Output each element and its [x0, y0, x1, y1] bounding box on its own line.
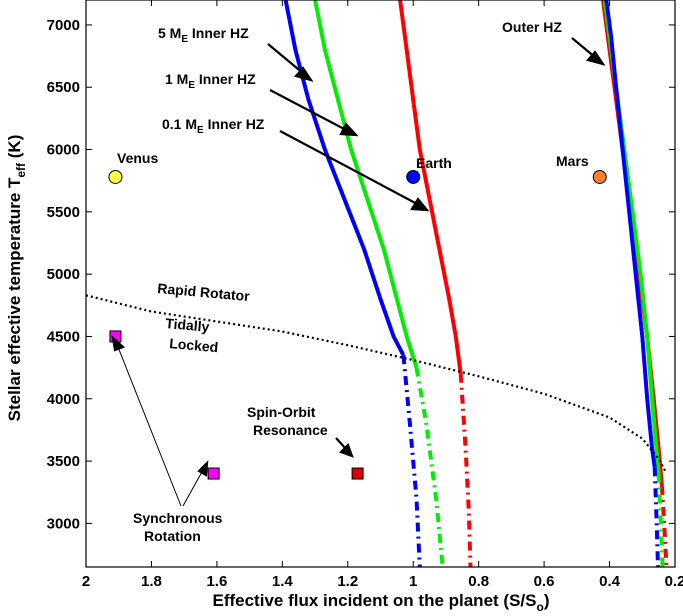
planet-venus — [108, 169, 123, 184]
y-tick-label-0: 3000 — [47, 515, 80, 532]
x-tick-label-0: 2 — [82, 573, 90, 590]
arrow-outer-hz-head — [586, 50, 606, 66]
label-outer-hz: Outer HZ — [502, 19, 562, 35]
arrow-sync-1 — [117, 346, 182, 507]
series-dashed-5 — [652, 467, 660, 568]
x-tick-label-6: 0.8 — [468, 573, 489, 590]
series-dashed-1 — [414, 367, 445, 568]
rapid-rotator-boundary — [85, 294, 667, 472]
arrow-01me — [279, 130, 420, 206]
label-resonance: Resonance — [253, 422, 328, 438]
label-01me-inner-hz: 0.1 ME Inner HZ — [162, 116, 265, 136]
x-tick-label-7: 0.6 — [534, 573, 555, 590]
y-tick-label-1: 3500 — [47, 453, 80, 470]
x-tick-label-9: 0.2 — [665, 573, 683, 590]
annotation-arrows — [111, 37, 606, 507]
label-mars: Mars — [556, 153, 589, 169]
y-tick-label-4: 5000 — [47, 266, 80, 283]
y-tick-label-6: 6000 — [47, 142, 80, 159]
label-spin-orbit: Spin-Orbit — [247, 404, 316, 420]
series-dashed-0 — [458, 373, 473, 568]
rotator-line — [85, 294, 667, 472]
series-solid-0 — [398, 0, 463, 375]
x-tick-label-4: 1.2 — [337, 573, 358, 590]
label-synchronous: Synchronous — [133, 510, 223, 526]
series-dashed-3 — [659, 485, 669, 568]
y-tick-label-2: 4000 — [47, 391, 80, 408]
series-solid-1 — [313, 0, 419, 369]
x-tick-label-1: 1.8 — [141, 573, 162, 590]
y-tick-label-5: 5500 — [47, 204, 80, 221]
arrow-1me — [269, 89, 349, 132]
arrow-01me-head — [410, 197, 430, 212]
arrow-1me-head — [339, 122, 359, 137]
y-tick-label-3: 4500 — [47, 328, 80, 345]
square-red-square — [351, 467, 364, 480]
x-tick-label-3: 1.4 — [272, 573, 294, 590]
arrow-5me-head — [294, 66, 314, 82]
label-venus: Venus — [117, 150, 158, 166]
series-dashed-2 — [401, 355, 422, 568]
arrow-spin-orbit-head — [339, 443, 354, 458]
plot-frame — [85, 0, 676, 568]
arrow-5me — [267, 43, 305, 75]
square-magenta-2 — [207, 467, 220, 480]
series-layer — [283, 0, 669, 568]
y-axis-title: Stellar effective temperature Teff (K) — [5, 135, 28, 422]
planet-earth — [406, 169, 421, 184]
label-rapid-rotator: Rapid Rotator — [157, 280, 251, 304]
label-earth: Earth — [416, 155, 452, 171]
annotations: 5 ME Inner HZ 1 ME Inner HZ 0.1 ME Inner… — [117, 19, 589, 544]
x-tick-label-2: 1.6 — [206, 573, 227, 590]
arrow-sync-2-head — [197, 460, 209, 477]
label-tidally: Tidally — [165, 315, 211, 335]
y-tick-label-8: 7000 — [47, 17, 80, 34]
planet-mars — [592, 169, 607, 184]
arrow-sync-2 — [182, 469, 204, 507]
label-rotation: Rotation — [144, 528, 201, 544]
x-tick-label-8: 0.4 — [599, 573, 621, 590]
x-axis-title: Effective flux incident on the planet (S… — [212, 591, 549, 614]
arrow-sync-1-head — [111, 335, 126, 352]
label-locked: Locked — [169, 335, 219, 355]
axes: 2 1.8 1.6 1.4 1.2 1 0.8 0.6 0.4 0.2 3000 3500 4000 45… — [47, 0, 683, 590]
series-solid-2 — [283, 0, 406, 357]
label-5me-inner-hz: 5 ME Inner HZ — [158, 25, 249, 45]
y-tick-label-7: 6500 — [47, 79, 80, 96]
series-solid-5 — [604, 0, 657, 468]
series-dashed-4 — [656, 473, 665, 568]
label-1me-inner-hz: 1 ME Inner HZ — [165, 71, 256, 91]
x-tick-label-5: 1 — [409, 573, 417, 590]
